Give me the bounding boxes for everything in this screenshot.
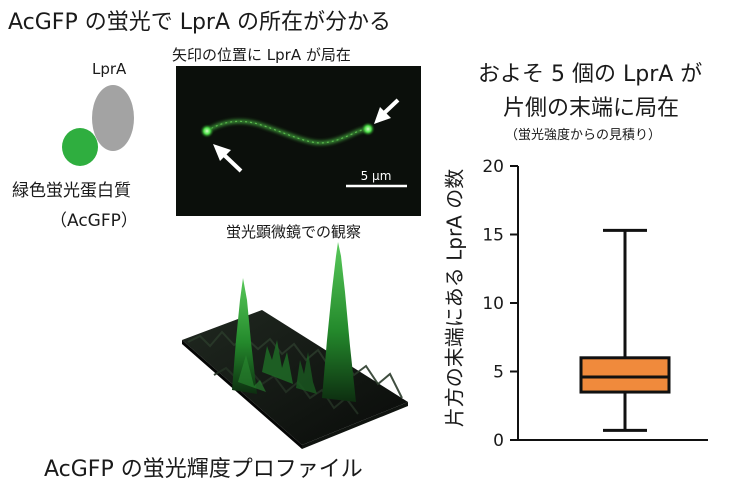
chart-title-line1: およそ 5 個の LprA が bbox=[478, 62, 703, 87]
page-title: AcGFP の蛍光で LprA の所在が分かる bbox=[8, 10, 392, 35]
y-tick-label: 0 bbox=[493, 431, 504, 451]
protein-label: LprA bbox=[92, 60, 127, 78]
y-tick-label: 5 bbox=[493, 363, 504, 383]
y-tick-label: 20 bbox=[482, 157, 504, 177]
chart-subtitle: （蛍光強度からの見積り） bbox=[505, 128, 662, 143]
y-tick-label: 10 bbox=[482, 294, 504, 314]
arrow-icon-right bbox=[374, 98, 400, 124]
y-tick-label: 15 bbox=[482, 226, 504, 246]
fluorescence-micrograph: 5 μm bbox=[176, 66, 421, 216]
box-plot: 0 5 10 15 20 bbox=[482, 157, 708, 451]
interquartile-box bbox=[579, 356, 671, 394]
profile-caption: AcGFP の蛍光輝度プロファイル bbox=[44, 457, 363, 482]
polar-spot-left bbox=[200, 124, 214, 138]
lpra-protein-ellipse bbox=[92, 85, 134, 151]
scale-bar-label: 5 μm bbox=[361, 169, 392, 183]
intensity-profile-3d bbox=[182, 242, 408, 449]
arrow-icon-left bbox=[213, 144, 243, 173]
micrograph-subcaption: 蛍光顕微鏡での観察 bbox=[226, 223, 362, 241]
micrograph-caption: 矢印の位置に LprA が局在 bbox=[172, 46, 351, 64]
chart-title-line2: 片側の末端に局在 bbox=[503, 96, 680, 121]
intensity-peak-main bbox=[322, 242, 356, 402]
gfp-label-line1: 緑色蛍光蛋白質 bbox=[12, 181, 131, 201]
polar-spot-right bbox=[361, 122, 375, 136]
acgfp-protein-ellipse bbox=[62, 128, 98, 166]
gfp-label-line2: （AcGFP） bbox=[50, 211, 138, 231]
